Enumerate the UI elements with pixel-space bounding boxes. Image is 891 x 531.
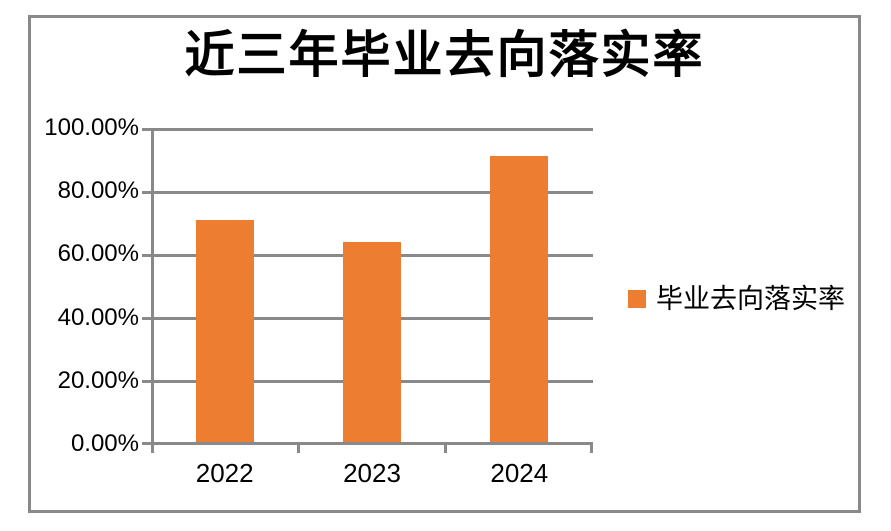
y-axis-line: [151, 128, 154, 452]
category-slot-2023: [298, 128, 445, 444]
y-tick-label-100: 100.00%: [44, 114, 139, 141]
y-axis-tick: [142, 380, 151, 383]
y-axis-tick: [142, 191, 151, 194]
bar-2024: [490, 156, 549, 444]
x-tick-label-2024: 2024: [490, 458, 549, 488]
x-axis-line: [142, 442, 593, 445]
y-tick-label-40: 40.00%: [57, 304, 139, 331]
x-tick-label-2023: 2023: [343, 458, 401, 488]
x-axis-tick: [590, 444, 593, 453]
chart-border-frame: 近三年毕业去向落实率 100.00% 80.00% 60.00% 40.00% …: [28, 15, 861, 513]
legend: 毕业去向落实率: [628, 284, 845, 314]
bar-2023: [342, 241, 401, 444]
x-tick-label-2022: 2022: [195, 458, 254, 488]
gridline-100: [151, 128, 593, 131]
category-slot-2024: [446, 128, 593, 444]
legend-series-label: 毕业去向落实率: [656, 284, 845, 314]
y-axis-tick: [142, 317, 151, 320]
x-axis-tick: [444, 444, 448, 453]
chart-title: 近三年毕业去向落实率: [184, 27, 705, 83]
y-tick-label-60: 60.00%: [57, 240, 139, 267]
bar-2022: [195, 219, 254, 444]
y-axis-tick: [142, 254, 151, 257]
y-tick-label-20: 20.00%: [57, 367, 139, 394]
y-axis-tick: [142, 128, 151, 131]
plot-area: [142, 128, 593, 453]
gridline-80: [151, 191, 593, 194]
y-tick-label-80: 80.00%: [57, 177, 139, 204]
y-tick-label-0: 0.00%: [70, 430, 139, 457]
x-axis-tick: [151, 444, 154, 453]
x-axis-tick: [296, 444, 300, 453]
category-slot-2022: [151, 128, 298, 444]
legend-swatch-icon: [628, 290, 646, 308]
plot-bars: [151, 128, 593, 444]
x-axis-labels: 2022 2023 2024: [151, 458, 593, 489]
